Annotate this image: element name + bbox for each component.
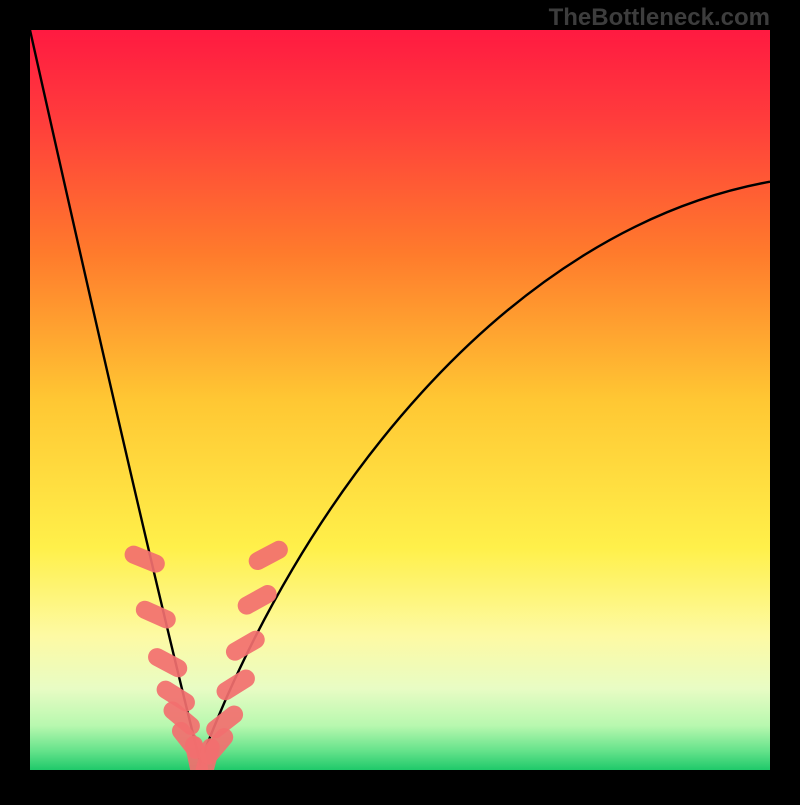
watermark-text: TheBottleneck.com [549, 4, 770, 32]
plot-frame [0, 0, 800, 800]
